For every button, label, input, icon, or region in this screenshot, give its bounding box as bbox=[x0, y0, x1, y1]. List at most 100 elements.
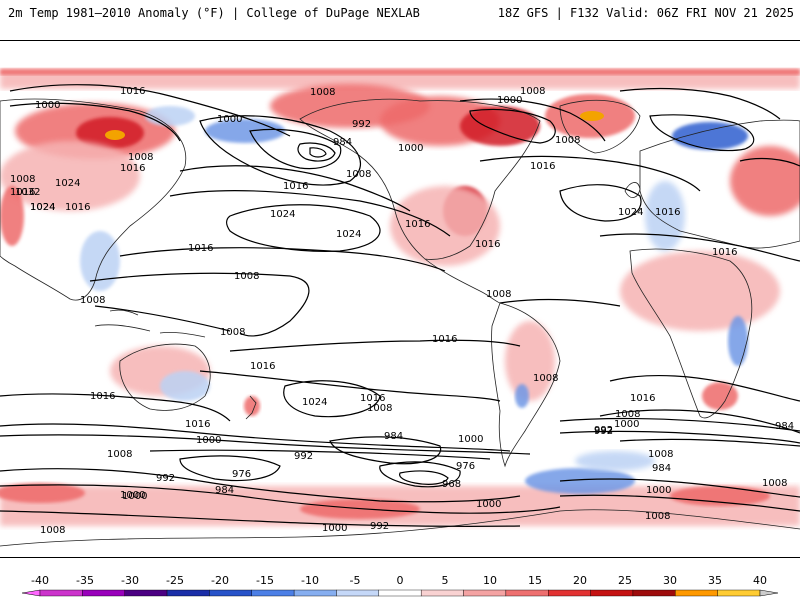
isobar-label: 1008 bbox=[40, 525, 65, 536]
anomaly-scandinavia-cool bbox=[672, 122, 748, 150]
anomaly-seasia-cool bbox=[80, 231, 120, 291]
isobar-1016-atl bbox=[479, 155, 701, 192]
isobar-label: 1016 bbox=[432, 334, 457, 345]
isobar-label: 1024 bbox=[618, 207, 643, 218]
coast-eurasia bbox=[639, 119, 800, 249]
colorbar-swatch bbox=[251, 589, 295, 597]
isobar-label: 1016 bbox=[120, 163, 145, 174]
colorbar-tick-label: -10 bbox=[301, 574, 319, 587]
isobar-label: 976 bbox=[456, 461, 475, 472]
isobar-label: 1000 bbox=[322, 523, 347, 534]
colorbar-swatch bbox=[717, 589, 761, 597]
colorbar-tick-label: -40 bbox=[31, 574, 49, 587]
isobar-1000-s2 bbox=[0, 484, 561, 514]
colorbar-swatch bbox=[590, 589, 634, 597]
map-panel: 1016 1008 1000 1000 992 984 1000 1008 10… bbox=[0, 40, 800, 558]
isobar-label: 1008 bbox=[645, 511, 670, 522]
isobar-1016-afr bbox=[599, 233, 800, 262]
isobar-label: 1016 bbox=[120, 86, 145, 97]
anomaly-russia-warm bbox=[730, 146, 800, 216]
anomaly-arctic-strong bbox=[0, 69, 800, 75]
isobar-label: 1016 bbox=[65, 202, 90, 213]
isobar-label: 1000 bbox=[614, 419, 639, 430]
isobar-992-se bbox=[559, 430, 800, 444]
isobar-label: 1000 bbox=[217, 114, 242, 125]
anomaly-siberia-hot bbox=[105, 130, 125, 140]
colorbar-tick-label: -25 bbox=[166, 574, 184, 587]
colorbar-tick-label: 40 bbox=[753, 574, 767, 587]
isobar-1016-eur bbox=[649, 114, 755, 152]
isobar-label: 992 bbox=[594, 426, 613, 437]
colorbar-swatch bbox=[378, 589, 422, 597]
colorbar-tick-label: -20 bbox=[211, 574, 229, 587]
colorbar-max-arrow bbox=[759, 589, 779, 597]
isobar-1000-se bbox=[559, 417, 800, 432]
isobar-label: 1016 bbox=[90, 391, 115, 402]
isobar-label: 1008 bbox=[486, 289, 511, 300]
coast-antarctica bbox=[0, 509, 800, 547]
isobar-label: 1024 bbox=[270, 209, 295, 220]
isobar-label: 992 bbox=[370, 521, 389, 532]
isobar-label: 1000 bbox=[458, 434, 483, 445]
isobar-label: 1032 bbox=[15, 187, 40, 198]
colorbar-tick-label: 35 bbox=[708, 574, 722, 587]
isobar-1000-aleutian bbox=[199, 115, 361, 186]
colorbar: -40 -35 -30 -25 -20 -15 -10 -5 0 5 10 15 20 25 30 35 40 bbox=[0, 560, 800, 600]
colorbar-tick-label: 30 bbox=[663, 574, 677, 587]
isobar-label: 984 bbox=[384, 431, 403, 442]
isobar-label: 984 bbox=[333, 137, 352, 148]
isobar-1008-trop bbox=[89, 272, 310, 337]
isobar-label: 1016 bbox=[405, 219, 430, 230]
isobar-label: 1016 bbox=[712, 247, 737, 258]
isobar-992-s2 bbox=[0, 468, 521, 503]
colorbar-swatch bbox=[209, 589, 252, 597]
map-title: 2m Temp 1981–2010 Anomaly (°F) | College… bbox=[8, 6, 420, 20]
isobar-label: 1008 bbox=[533, 373, 558, 384]
colorbar-swatch bbox=[336, 589, 380, 597]
isobar-label: 1016 bbox=[655, 207, 680, 218]
colorbar-swatch bbox=[463, 589, 507, 597]
isobar-1008-eur bbox=[619, 87, 781, 120]
isobar-984-se bbox=[619, 438, 800, 447]
isobar-1024-atl bbox=[559, 184, 642, 222]
isobar-1000-natl bbox=[469, 108, 556, 144]
isobar-label: 1008 bbox=[10, 174, 35, 185]
isobar-1024-pac-high bbox=[226, 204, 381, 252]
isobar-label: 1000 bbox=[122, 491, 147, 502]
isobar-label: 1008 bbox=[234, 271, 259, 282]
isobar-label: 1008 bbox=[555, 135, 580, 146]
isobar-label: 1008 bbox=[220, 327, 245, 338]
isobar-label: 1008 bbox=[520, 86, 545, 97]
colorbar-tick-label: 15 bbox=[528, 574, 542, 587]
colorbar-tick-label: -5 bbox=[350, 574, 361, 587]
coast-uk bbox=[624, 182, 641, 198]
isobar-968-s2 bbox=[399, 470, 449, 485]
isobar-1008-afr bbox=[499, 298, 621, 307]
isobars bbox=[0, 84, 800, 527]
isobar-1016-spac bbox=[0, 393, 231, 422]
isobar-984-aleutian bbox=[297, 142, 336, 162]
isobar-label: 1008 bbox=[762, 478, 787, 489]
anomaly-southern-warm-e bbox=[670, 486, 770, 506]
isobar-label: 1016 bbox=[530, 161, 555, 172]
coast-africa bbox=[629, 248, 753, 419]
isobar-label: 1000 bbox=[398, 143, 423, 154]
anomaly-southern-mildcool bbox=[575, 451, 655, 471]
isobar-1008-s2 bbox=[0, 510, 521, 527]
isobar-label: 984 bbox=[215, 485, 234, 496]
anomaly-southern-warm-w bbox=[0, 483, 85, 503]
isobar-label: 992 bbox=[594, 425, 613, 436]
isobar-label: 1000 bbox=[646, 485, 671, 496]
anomaly-usa-warm bbox=[390, 186, 500, 266]
isobar-label: 992 bbox=[294, 451, 313, 462]
isobar-label: 1008 bbox=[367, 403, 392, 414]
coast-indonesia bbox=[94, 309, 206, 338]
isobar-label: 1000 bbox=[196, 435, 221, 446]
anomaly-southafrica-warm bbox=[702, 382, 738, 410]
isobar-label: 1024 bbox=[55, 178, 80, 189]
coast-asia-west bbox=[0, 98, 187, 301]
isobar-label: 1008 bbox=[615, 409, 640, 420]
colorbar-swatches bbox=[21, 589, 779, 597]
isobar-label: 1016 bbox=[10, 187, 35, 198]
map-canvas: 1016 1008 1000 1000 992 984 1000 1008 10… bbox=[0, 69, 800, 547]
